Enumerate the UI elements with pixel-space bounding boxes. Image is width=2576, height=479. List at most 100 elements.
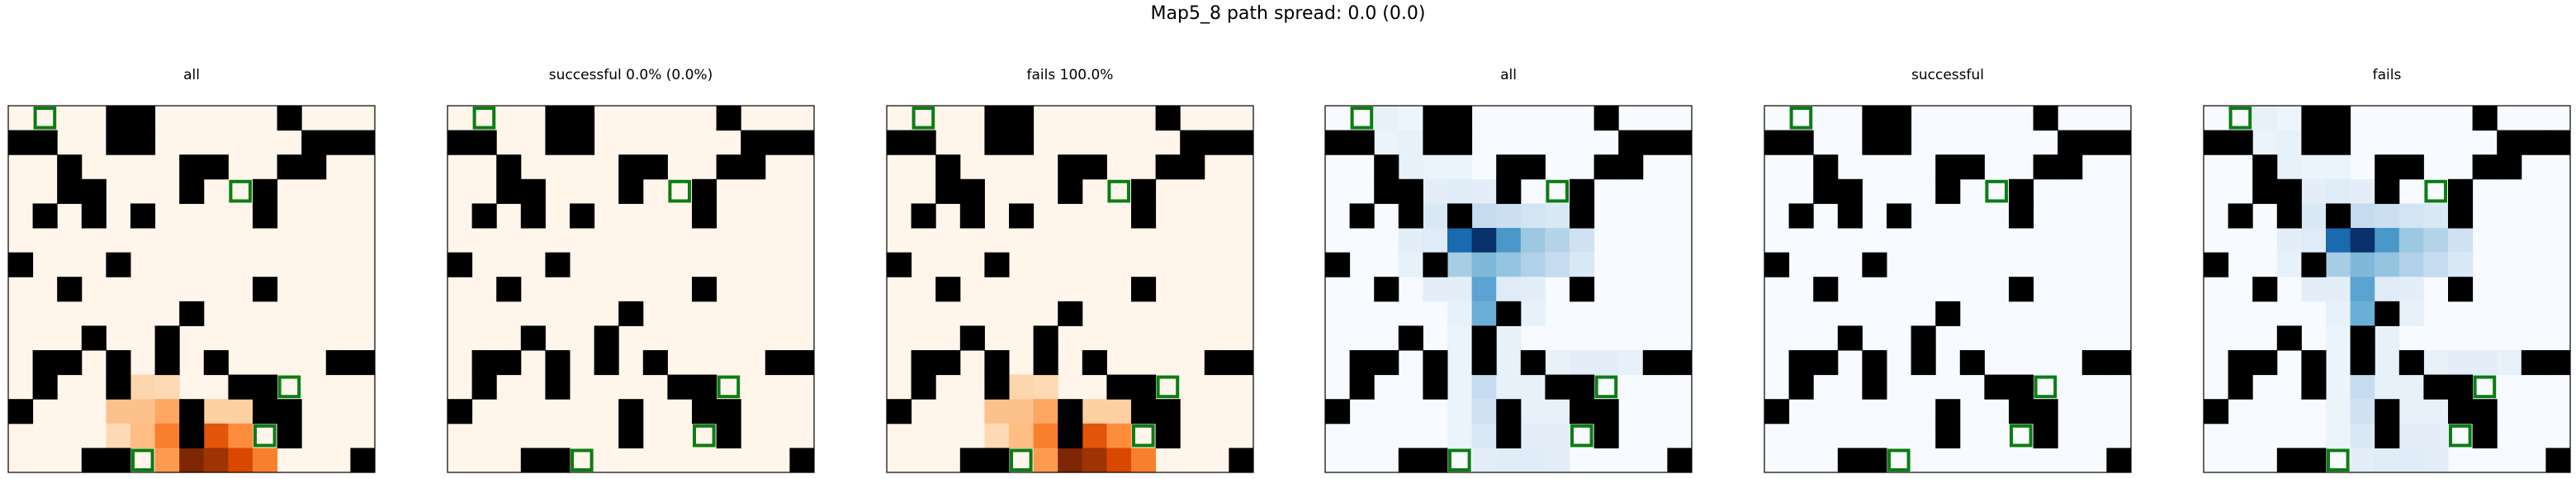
heatmap-panel: [7, 105, 376, 473]
wall-cell: [1033, 350, 1058, 376]
heatmap-cell: [2326, 423, 2351, 448]
wall-cell: [471, 374, 497, 400]
panel-title: all: [183, 67, 200, 83]
heatmap-cell: [2423, 252, 2449, 277]
wall-cell: [1374, 154, 1399, 180]
wall-cell: [1911, 350, 1936, 376]
wall-cell: [253, 277, 278, 302]
wall-cell: [81, 448, 107, 473]
wall-cell: [350, 130, 376, 155]
wall-cell: [1009, 106, 1035, 131]
wall-cell: [2472, 423, 2498, 448]
axes-frame: [2203, 105, 2571, 473]
heatmap-cell: [130, 399, 156, 424]
wall-cell: [618, 178, 644, 204]
wall-cell: [2350, 325, 2375, 351]
heatmap-cell: [1131, 448, 1157, 473]
wall-cell: [1959, 154, 1985, 180]
heatmap-cell: [2448, 350, 2474, 376]
wall-cell: [2326, 130, 2351, 155]
wall-cell: [1862, 130, 1887, 155]
wall-cell: [2301, 448, 2327, 473]
heatmap-cell: [2326, 399, 2351, 424]
wall-cell: [1082, 154, 1107, 180]
heatmap-cell: [1496, 228, 1522, 254]
wall-cell: [618, 301, 644, 326]
heatmap-cell: [1447, 350, 1473, 376]
heatmap-cell: [154, 448, 180, 473]
wall-cell: [253, 374, 278, 400]
heatmap-cell: [1374, 130, 1399, 155]
heatmap-cell: [130, 423, 156, 448]
wall-cell: [1545, 374, 1570, 400]
wall-cell: [887, 399, 912, 424]
heatmap-cell: [1009, 423, 1035, 448]
heatmap-cell: [1545, 399, 1570, 424]
heatmap-cell: [1106, 423, 1132, 448]
wall-cell: [1204, 130, 1229, 155]
wall-cell: [1423, 374, 1448, 400]
panel-title: all: [1500, 67, 1517, 83]
wall-cell: [154, 325, 180, 351]
heatmap-cell: [984, 423, 1010, 448]
heatmap-cell: [2350, 399, 2375, 424]
wall-cell: [2326, 203, 2351, 229]
wall-cell: [471, 130, 497, 155]
wall-cell: [2545, 350, 2571, 376]
panel-title: fails: [2372, 67, 2402, 83]
wall-cell: [1959, 350, 1985, 376]
heatmap-cell: [2326, 228, 2351, 254]
heatmap-panel: [1764, 105, 2132, 473]
wall-cell: [2106, 350, 2132, 376]
wall-cell: [545, 374, 571, 400]
wall-cell: [2252, 350, 2278, 376]
wall-cell: [496, 277, 522, 302]
heatmap-cell: [2375, 325, 2400, 351]
heatmap-cell: [2375, 277, 2400, 302]
heatmap-cell: [1545, 228, 1570, 254]
wall-cell: [2009, 374, 2034, 400]
wall-cell: [1788, 130, 1814, 155]
wall-cell: [1813, 154, 1839, 180]
goal-marker: [693, 424, 716, 448]
wall-cell: [1325, 399, 1351, 424]
wall-cell: [1058, 301, 1083, 326]
heatmap-cell: [130, 374, 156, 400]
heatmap-cell: [1082, 423, 1107, 448]
wall-cell: [618, 154, 644, 180]
heatmap-cell: [2350, 448, 2375, 473]
goal-marker: [1010, 448, 1033, 472]
wall-cell: [1229, 350, 1254, 376]
wall-cell: [2033, 423, 2058, 448]
heatmap-cell: [1398, 154, 1423, 180]
wall-cell: [325, 130, 351, 155]
goal-marker: [229, 179, 252, 203]
heatmap-cell: [2375, 448, 2400, 473]
wall-cell: [2252, 178, 2278, 204]
heatmap-cell: [228, 448, 253, 473]
heatmap-cell: [2350, 374, 2375, 400]
wall-cell: [277, 423, 302, 448]
heatmap-cell: [1471, 228, 1497, 254]
wall-cell: [106, 374, 131, 400]
wall-cell: [1667, 130, 1693, 155]
wall-cell: [2472, 106, 2498, 131]
heatmap-cell: [1520, 277, 1546, 302]
wall-cell: [959, 178, 985, 204]
wall-cell: [959, 325, 985, 351]
wall-cell: [81, 203, 107, 229]
wall-cell: [716, 106, 741, 131]
wall-cell: [1593, 106, 1619, 131]
wall-cell: [984, 374, 1010, 400]
wall-cell: [2375, 154, 2400, 180]
wall-cell: [496, 178, 522, 204]
wall-cell: [935, 178, 961, 204]
heatmap-cell: [1009, 399, 1035, 424]
heatmap-cell: [1471, 252, 1497, 277]
wall-cell: [1180, 154, 1205, 180]
heatmap-cell: [2326, 178, 2351, 204]
heatmap-cell: [2398, 423, 2424, 448]
heatmap-cell: [1447, 154, 1473, 180]
goal-marker: [717, 375, 741, 399]
wall-cell: [2301, 106, 2327, 131]
